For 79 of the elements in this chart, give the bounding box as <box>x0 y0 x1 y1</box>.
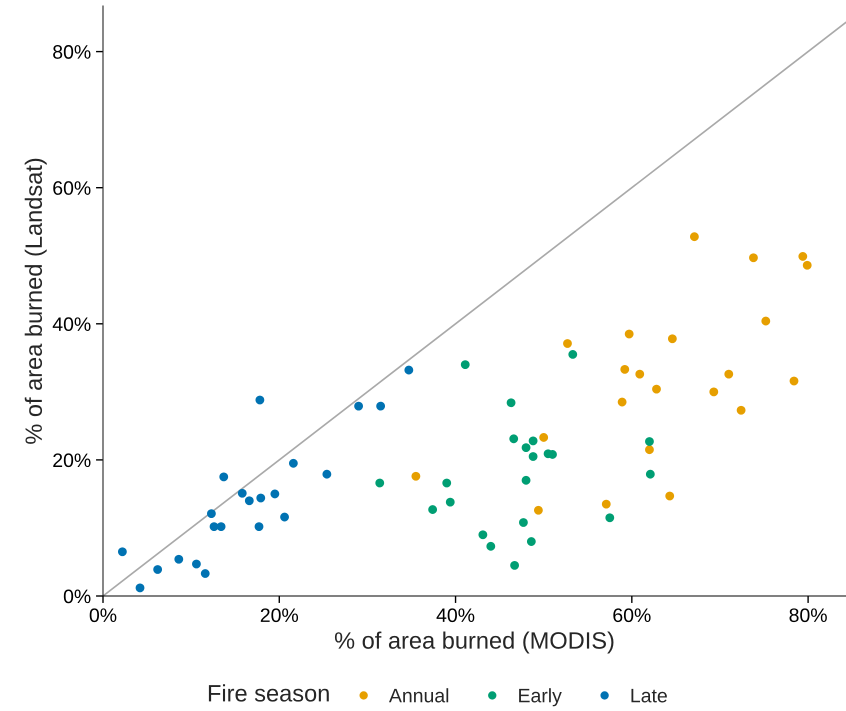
x-tick-label: 20% <box>260 608 298 622</box>
point <box>460 360 470 370</box>
point <box>153 565 162 574</box>
point <box>411 472 420 481</box>
x-tick-label: 60% <box>613 608 651 622</box>
point <box>534 506 543 515</box>
point <box>446 498 455 506</box>
legend-title: Fire season <box>208 684 329 702</box>
x-tick-label: 40% <box>436 608 474 622</box>
x-axis-title: % of area burned (MODIS) <box>334 631 614 654</box>
point <box>690 232 699 242</box>
point <box>761 316 770 326</box>
point <box>207 509 216 518</box>
legend-label: Annual <box>388 688 448 702</box>
legend-label: Late <box>631 688 667 702</box>
point <box>645 437 654 446</box>
point <box>563 339 572 348</box>
point <box>526 537 536 546</box>
point <box>646 470 655 479</box>
point <box>528 452 538 461</box>
point <box>519 518 528 527</box>
point <box>506 398 516 408</box>
y-axis-title: % of area burned (Landsat) <box>24 158 47 444</box>
point <box>256 494 266 502</box>
x-tick-label: 0% <box>90 608 116 622</box>
point <box>802 260 812 270</box>
point <box>322 470 332 479</box>
point <box>568 350 578 359</box>
point <box>620 365 630 374</box>
point <box>528 436 538 446</box>
point <box>724 370 734 379</box>
point <box>192 560 201 568</box>
y-tick-label: 20% <box>53 453 91 468</box>
point <box>174 554 184 564</box>
y-tick-label: 40% <box>52 317 91 332</box>
point <box>665 492 674 500</box>
point <box>486 542 496 551</box>
point <box>652 384 661 394</box>
point <box>442 478 452 488</box>
point <box>602 500 611 509</box>
point <box>510 560 519 570</box>
point <box>645 445 654 454</box>
point <box>375 478 384 488</box>
point <box>404 366 414 374</box>
point <box>354 402 363 411</box>
point <box>270 490 280 498</box>
point <box>428 505 438 514</box>
point <box>136 583 144 592</box>
point <box>709 387 718 396</box>
point <box>635 370 644 379</box>
y-tick-label: 80% <box>53 45 91 59</box>
x-tick-label: 80% <box>789 608 827 622</box>
point <box>376 402 386 411</box>
point <box>216 522 226 531</box>
point <box>539 433 548 442</box>
point <box>254 522 264 531</box>
point <box>118 547 127 556</box>
point <box>790 376 798 386</box>
point <box>522 443 530 452</box>
point <box>244 496 254 506</box>
point <box>238 488 247 498</box>
point <box>280 512 289 522</box>
y-tick-label: 0% <box>64 589 91 604</box>
point <box>200 569 210 578</box>
point <box>219 472 228 482</box>
point <box>668 334 677 344</box>
y-tick-label: 60% <box>53 181 91 195</box>
point <box>618 398 627 406</box>
point <box>605 513 614 522</box>
point <box>736 406 746 415</box>
point <box>288 458 298 468</box>
point <box>798 252 808 261</box>
point <box>522 476 530 485</box>
point <box>255 396 264 404</box>
point <box>478 530 488 540</box>
legend-label: Early <box>519 688 562 706</box>
point <box>749 253 758 262</box>
point <box>624 330 634 338</box>
point <box>509 434 518 444</box>
